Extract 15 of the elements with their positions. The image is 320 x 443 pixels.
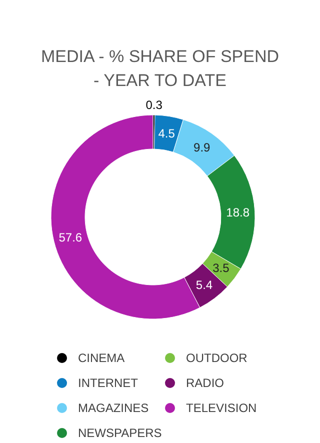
legend-label: RADIO — [186, 376, 224, 390]
legend-label: OUTDOOR — [186, 351, 248, 366]
data-label: 57.6 — [58, 230, 82, 244]
data-label: 4.5 — [158, 126, 176, 140]
legend-label: MAGAZINES — [78, 401, 149, 416]
legend-label: TELEVISION — [186, 401, 257, 416]
data-label: 9.9 — [194, 140, 211, 155]
data-label: 18.8 — [226, 205, 250, 220]
chart-title: MEDIA - % SHARE OF SPEND - YEAR TO DATE — [40, 47, 280, 90]
data-label: 0.3 — [146, 98, 163, 112]
data-label: 3.5 — [212, 261, 230, 276]
legend-label: INTERNET — [78, 376, 139, 390]
data-label: 5.4 — [196, 278, 213, 292]
legend-label: NEWSPAPERS — [78, 426, 162, 440]
legend-label: CINEMA — [78, 351, 125, 366]
